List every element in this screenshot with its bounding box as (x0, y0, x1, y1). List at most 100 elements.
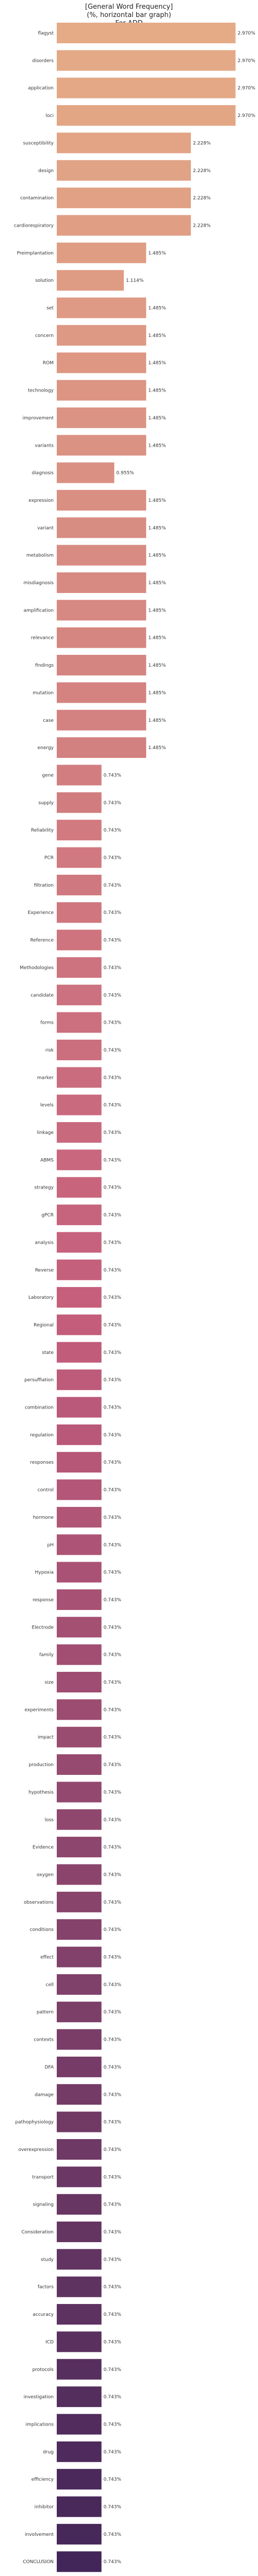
category-label: protocols (33, 2367, 54, 2372)
value-label: 0.743% (104, 2175, 122, 2180)
value-label: 0.743% (104, 1378, 122, 1383)
category-label: regulation (30, 1433, 54, 1438)
bar-70 (57, 1946, 102, 1968)
value-label: 0.743% (104, 1460, 122, 1465)
bar-49 (57, 1369, 102, 1391)
value-label: 0.743% (104, 2065, 122, 2070)
category-label: transport (32, 2175, 54, 2180)
bar-30 (57, 847, 102, 868)
bar-68 (57, 1891, 102, 1912)
category-label: gene (42, 773, 54, 778)
category-label: responses (30, 1460, 54, 1465)
value-label: 0.743% (104, 2367, 122, 2372)
value-label: 0.743% (104, 1405, 122, 1411)
bar-26 (57, 737, 147, 758)
value-label: 0.743% (104, 773, 122, 778)
bar-85 (57, 2359, 102, 2380)
bar-74 (57, 2056, 102, 2077)
value-label: 0.743% (104, 1295, 122, 1300)
category-label: relevance (31, 636, 54, 641)
bar-40 (57, 1122, 102, 1143)
value-label: 0.955% (116, 471, 134, 476)
value-label: 0.743% (104, 1515, 122, 1520)
value-label: 0.743% (104, 2422, 122, 2427)
value-label: 0.743% (104, 1680, 122, 1685)
category-label: investigation (24, 2395, 54, 2400)
bars-layer: flagyst 2.970% disorders 2.970% application 2… (14, 23, 256, 2572)
bar-86 (57, 2386, 102, 2408)
category-label: Hypoxia (35, 1570, 54, 1575)
bar-53 (57, 1479, 102, 1500)
category-label: energy (38, 745, 54, 751)
category-label: pH (47, 1543, 54, 1548)
bar-14 (57, 407, 147, 428)
value-label: 0.743% (104, 1048, 122, 1053)
value-label: 0.743% (104, 2092, 122, 2097)
category-label: forms (40, 1021, 54, 1026)
value-label: 0.743% (104, 828, 122, 833)
value-label: 0.743% (104, 1707, 122, 1713)
category-label: ICD (45, 2340, 54, 2345)
bar-73 (57, 2029, 102, 2050)
value-label: 1.485% (148, 443, 166, 448)
category-label: metabolism (26, 553, 54, 558)
category-label: damage (35, 2092, 54, 2097)
bar-0 (57, 23, 236, 43)
category-label: levels (40, 1103, 54, 1108)
category-label: loss (45, 1818, 54, 1823)
value-label: 0.743% (104, 1735, 122, 1740)
category-label: Preimplantation (17, 251, 54, 256)
value-label: 0.743% (104, 2230, 122, 2235)
bar-42 (57, 1177, 102, 1198)
value-label: 0.743% (104, 910, 122, 916)
bar-44 (57, 1232, 102, 1253)
category-label: expression (28, 498, 54, 503)
bar-59 (57, 1644, 102, 1665)
category-label: effect (40, 1955, 54, 1960)
category-label: response (33, 1598, 54, 1603)
bar-77 (57, 2139, 102, 2160)
category-label: control (38, 1488, 54, 1493)
bar-10 (57, 297, 147, 318)
value-label: 2.228% (193, 168, 211, 174)
value-label: 2.228% (193, 141, 211, 146)
bar-5 (57, 160, 191, 181)
category-label: overexpression (19, 2147, 54, 2153)
bar-69 (57, 1919, 102, 1940)
category-label: experiments (25, 1707, 54, 1713)
category-label: combination (25, 1405, 54, 1411)
bar-83 (57, 2304, 102, 2325)
value-label: 1.485% (148, 690, 166, 696)
value-label: 2.970% (238, 113, 256, 118)
category-label: hormone (33, 1515, 54, 1520)
category-label: accuracy (33, 2312, 54, 2317)
bar-51 (57, 1424, 102, 1445)
value-label: 1.114% (126, 278, 144, 283)
category-label: concern (35, 333, 54, 338)
value-label: 2.970% (238, 86, 256, 91)
bar-18 (57, 517, 147, 538)
category-label: inhibitor (35, 2505, 54, 2510)
bar-56 (57, 1562, 102, 1583)
category-label: design (38, 168, 54, 174)
bar-75 (57, 2084, 102, 2105)
value-label: 0.743% (104, 1570, 122, 1575)
value-label: 1.485% (148, 361, 166, 366)
category-label: case (43, 718, 54, 723)
category-label: supply (38, 801, 54, 806)
category-label: DFA (45, 2065, 54, 2070)
value-label: 0.743% (104, 856, 122, 861)
category-label: Laboratory (28, 1295, 54, 1300)
bar-55 (57, 1534, 102, 1555)
category-label: efficiency (31, 2477, 54, 2482)
category-label: application (28, 86, 54, 91)
bar-43 (57, 1205, 102, 1226)
category-label: variant (37, 526, 54, 531)
category-label: factors (38, 2285, 54, 2290)
value-label: 0.743% (104, 2010, 122, 2015)
category-label: state (42, 1350, 54, 1355)
bar-71 (57, 1974, 102, 1995)
value-label: 0.743% (104, 1845, 122, 1850)
value-label: 2.970% (238, 58, 256, 63)
